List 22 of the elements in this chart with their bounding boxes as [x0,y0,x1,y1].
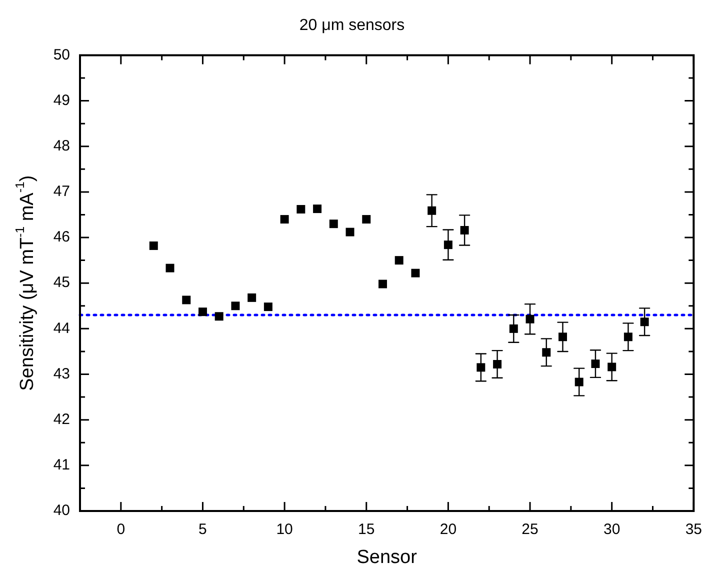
y-tick-label: 46 [53,228,70,246]
y-tick-label: 47 [53,183,70,200]
y-tick-label: 40 [53,502,70,520]
y-tick-label: 42 [53,410,70,428]
y-tick-label: 45 [53,274,70,292]
x-axis-title: Sensor [356,546,418,568]
x-tick-label: 25 [522,521,538,538]
y-tick-label: 44 [53,320,70,337]
x-tick-label: 15 [358,521,375,538]
chart-title: 20 μm sensors [299,17,405,34]
x-tick-label: 30 [603,521,620,538]
x-tick-label: 10 [276,521,293,538]
y-tick-label: 49 [53,92,70,109]
y-tick-label: 41 [53,456,70,474]
y-tick-label: 48 [53,138,70,154]
y-tick-label: 50 [53,46,70,64]
y-axis-title: Sensitivity (μV mT-1 mA-1) [12,175,38,391]
x-tick-label: 5 [198,521,207,538]
x-tick-label: 0 [116,521,126,538]
x-tick-label: 20 [440,521,457,538]
y-tick-label: 43 [53,365,70,382]
x-tick-label: 35 [685,521,702,538]
